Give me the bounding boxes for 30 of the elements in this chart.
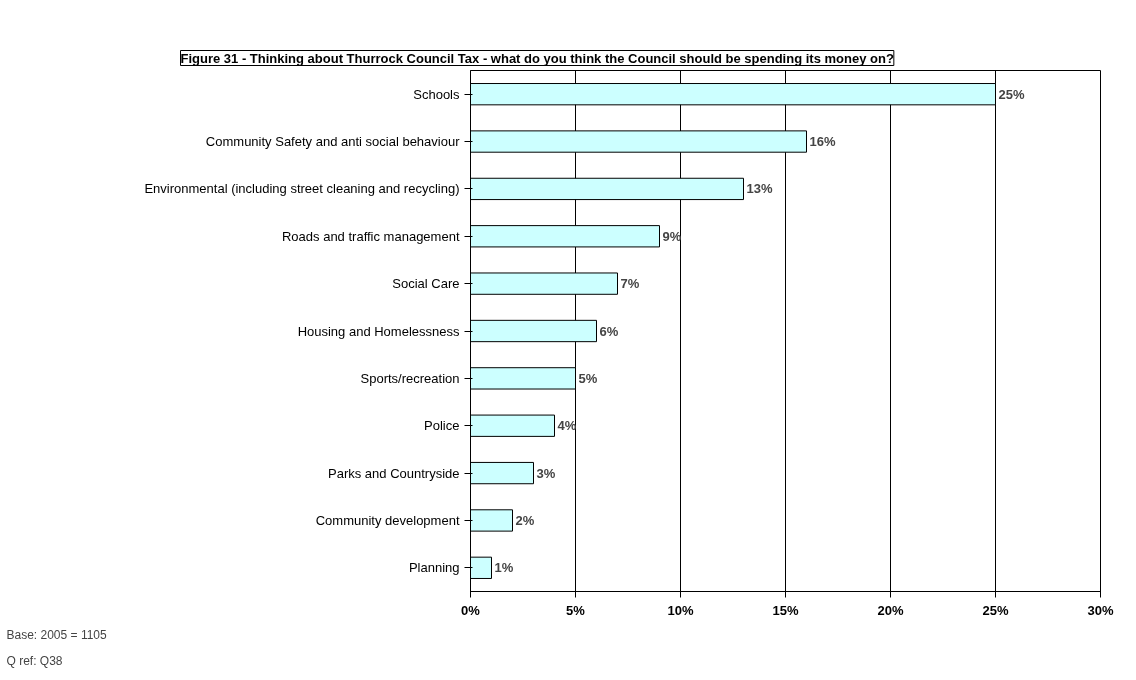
x-tick-label: 15% [772,602,799,618]
x-tick-label: 20% [877,602,904,618]
y-tick-label: Planning [408,560,460,576]
x-tick-label: 10% [667,602,694,618]
y-tick-label: Social Care [392,276,460,292]
x-tick-label: 30% [1087,602,1114,618]
y-tick-label: Sports/recreation [360,370,460,386]
data-label: 2% [515,512,535,528]
text: Base: 2005 = 1105 [6,627,108,642]
x-tick-label: 25% [982,602,1009,618]
data-label: 7% [620,276,640,292]
text: Q ref: Q38 [6,653,63,668]
data-label: 25% [998,86,1025,102]
y-tick-label: Schools [413,86,460,102]
y-tick-label: Community Safety and anti social behaviour [205,134,461,150]
data-label: 1% [494,560,514,576]
y-tick-label: Community development [315,512,460,528]
x-tick-label: 5% [566,602,586,618]
y-tick-label: Roads and traffic management [281,228,460,244]
y-tick-label: Police [424,418,460,434]
data-label: 16% [809,134,836,150]
y-tick-label: Parks and Countryside [327,465,460,481]
data-label: 13% [746,181,773,197]
data-label: 6% [599,323,619,339]
y-tick-label: Environmental (including street cleaning and recycling) [144,181,460,197]
chart-title: Figure 31 - Thinking about Thurrock Council Tax - what do you think the Council should be spending its money on? [180,50,894,66]
x-tick-label: 0% [461,602,481,618]
data-label: 5% [578,370,598,386]
y-tick-label: Housing and Homelessness [297,323,460,339]
data-label: 3% [536,465,556,481]
